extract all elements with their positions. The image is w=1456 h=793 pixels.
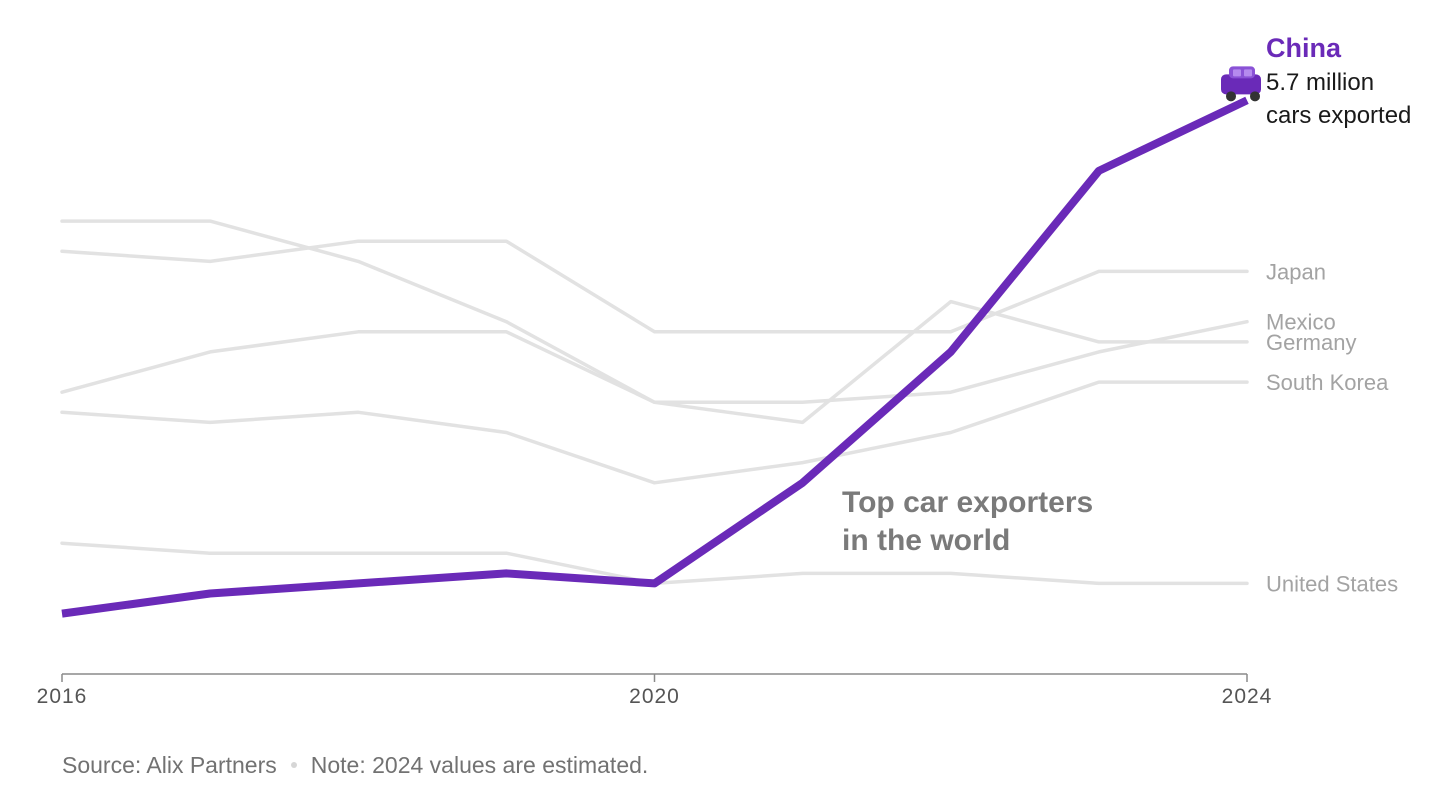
series-line-japan [60,239,1249,334]
car-window [1233,69,1241,77]
series-label-united-states: United States [1266,571,1398,596]
x-tick-label: 2016 [37,685,88,708]
series-label-mexico: Mexico [1266,310,1336,335]
chart-title-line-1: Top car exporters [842,486,1093,519]
source-note: Source: Alix Partners [62,752,277,778]
chart-title-line-2: in the world [842,524,1010,557]
series-label-south-korea: South Korea [1266,370,1389,395]
series-line-germany [60,219,1249,425]
series-line-south-korea [60,380,1249,485]
highlight-series: China 5.7 million cars exported [61,33,1411,618]
comparison-lines [60,219,1249,586]
highlight-unit-label: cars exported [1266,102,1411,129]
highlight-series-name: China [1266,33,1342,63]
car-wheel [1250,91,1260,102]
car-body [1221,74,1261,95]
x-axis: 2016 2020 2024 [37,673,1273,708]
chart-footer: Source: Alix Partners Note: 2024 values a… [62,752,648,779]
x-tick-label: 2020 [629,685,680,708]
car-wheel [1226,91,1236,102]
car-icon [1221,66,1261,102]
series-line-china [61,96,1249,618]
series-label-germany: Germany [1266,330,1356,355]
highlight-value-label: 5.7 million [1266,69,1374,96]
series-label-japan: Japan [1266,259,1326,284]
car-window [1244,69,1252,77]
estimate-note: Note: 2024 values are estimated. [310,752,649,778]
series-line-united-states [60,541,1249,586]
x-tick-label: 2024 [1222,685,1273,708]
separator-dot [290,761,297,768]
